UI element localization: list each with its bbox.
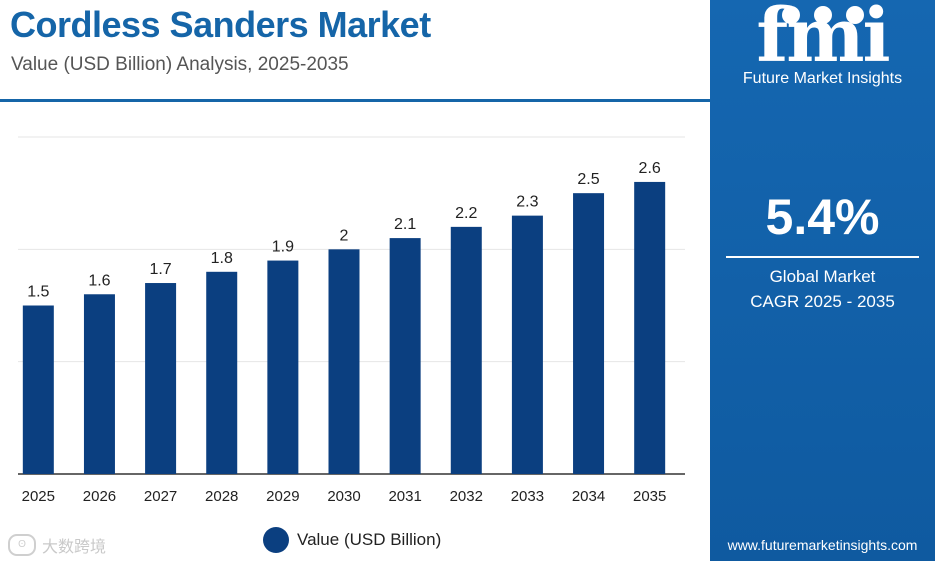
cagr-value: 5.4% [765, 189, 880, 245]
website-link[interactable]: www.futuremarketinsights.com [727, 537, 918, 553]
data-label-2025: 1.5 [27, 284, 49, 301]
bar-2032 [450, 226, 482, 474]
cagr-label-line2: CAGR 2025 - 2035 [750, 292, 895, 311]
data-label-2032: 2.2 [455, 205, 477, 222]
data-label-2027: 1.7 [149, 261, 171, 278]
tick-label-2026: 2026 [83, 488, 116, 505]
bar-2027 [145, 283, 177, 474]
legend-label: Value (USD Billion) [297, 530, 442, 549]
bar-2029 [267, 260, 299, 474]
bar-2028 [206, 271, 238, 474]
tick-label-2025: 2025 [22, 488, 55, 505]
tick-label-2034: 2034 [572, 488, 605, 505]
title-divider [0, 99, 710, 102]
tick-label-2031: 2031 [388, 488, 421, 505]
data-label-2029: 1.9 [272, 239, 294, 256]
tick-label-2030: 2030 [327, 488, 360, 505]
logo-dot-icon [781, 6, 800, 24]
bar-chart: 1.5 1.6 1.7 1.8 1.9 2 2.1 2.2 2.3 2.5 2.6 2025 2026… [18, 136, 685, 505]
data-label-2028: 1.8 [211, 250, 233, 267]
bar-2033 [511, 215, 543, 474]
tick-label-2035: 2035 [633, 488, 666, 505]
tick-label-2029: 2029 [266, 488, 299, 505]
bar-2025 [22, 305, 54, 474]
data-label-2035: 2.6 [639, 160, 661, 177]
x-axis-ticks: 2025 2026 2027 2028 2029 2030 2031 2032 2033 2034… [22, 488, 667, 505]
bar-2035 [634, 181, 666, 474]
data-label-2031: 2.1 [394, 216, 416, 233]
data-labels: 1.5 1.6 1.7 1.8 1.9 2 2.1 2.2 2.3 2.5 2.6 [27, 160, 661, 301]
side-panel: fmi Future Market Insights 5.4% Global M… [710, 0, 935, 561]
logo-icons [710, 6, 935, 24]
watermark-text: 大数跨境 [42, 539, 107, 556]
cagr-label-line1: Global Market [769, 267, 876, 286]
logo-dot-icon [813, 6, 832, 24]
tick-label-2028: 2028 [205, 488, 238, 505]
bar-2034 [573, 193, 605, 474]
bar-2026 [83, 294, 115, 474]
logo-dot-icon [845, 6, 864, 24]
chart-title: Cordless Sanders Market [10, 4, 431, 45]
data-label-2030: 2 [340, 227, 349, 244]
data-label-2033: 2.3 [516, 194, 538, 211]
tick-label-2033: 2033 [511, 488, 544, 505]
bar-2031 [389, 238, 421, 474]
bars [22, 181, 666, 474]
chart-subtitle: Value (USD Billion) Analysis, 2025-2035 [11, 54, 349, 75]
tick-label-2027: 2027 [144, 488, 177, 505]
legend: Value (USD Billion) [263, 527, 441, 553]
tick-label-2032: 2032 [450, 488, 483, 505]
cagr-label: Global Market CAGR 2025 - 2035 [710, 264, 935, 314]
watermark-logo-icon: ʘ [8, 534, 36, 556]
watermark: ʘ 大数跨境 [8, 533, 106, 557]
bar-2030 [328, 249, 360, 474]
data-label-2034: 2.5 [577, 171, 599, 188]
data-label-2026: 1.6 [88, 272, 110, 289]
cagr-divider [726, 256, 919, 258]
fmi-logo: fmi Future Market Insights [710, 0, 935, 88]
legend-swatch [263, 527, 289, 553]
brand-name: Future Market Insights [742, 70, 903, 87]
